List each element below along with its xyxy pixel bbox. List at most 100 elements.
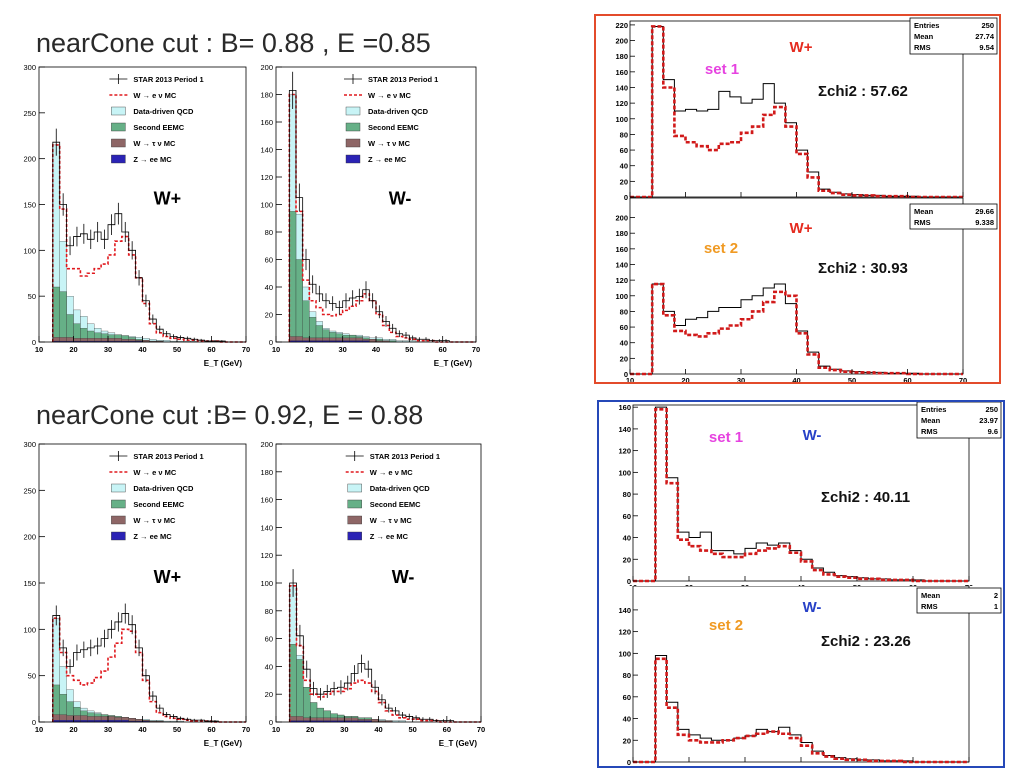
set-label: set 2 [709,617,743,634]
y-tick-label: 80 [265,228,273,237]
legend-marker-eemc [111,122,126,132]
y-tick-label: 140 [615,260,628,269]
x-tick-label: 70 [242,725,250,734]
y-tick-label: 120 [618,628,631,637]
y-tick-label: 0 [269,338,273,347]
x-tick-label: 60 [443,725,451,734]
bar-tau [371,719,379,723]
y-tick-label: 120 [260,173,273,182]
stats-value-rms: 9.54 [979,43,994,52]
x-tick-label: 10 [35,725,43,734]
y-tick-label: 0 [32,338,36,347]
y-tick-label: 60 [265,635,273,644]
x-tick-label: 30 [737,376,745,382]
plot-frame [629,197,964,375]
y-tick-label: 80 [620,307,628,316]
y-tick-label: 300 [23,440,36,449]
stats-key-mean: Mean [914,207,934,216]
stats-key-mean: Mean [921,591,941,600]
y-tick-label: 20 [623,555,631,564]
legend-label-tau: W → τ ν MC [370,516,413,525]
x-tick-label: 40 [792,376,800,382]
charge-label: W+ [790,39,813,56]
panel-bottom-wminus: 0 20 40 60 80 100 120 140 160 180 200 10 20 30 40 50 60 7… [255,436,490,756]
stats-key-rms: RMS [921,602,938,611]
legend-marker-qcd [111,106,126,116]
y-tick-label: 180 [615,229,628,238]
y-tick-label: 100 [260,201,273,210]
x-tick-label: 70 [965,764,973,766]
stats-key-rms: RMS [914,218,931,227]
x-tick-label: 40 [372,345,380,354]
x-tick-label: 50 [173,725,181,734]
chart-wplus-set1: 0204060801001201401601802002201020304050… [615,17,998,208]
y-tick-label: 60 [623,693,631,702]
y-tick-label: 20 [620,354,628,363]
legend-marker-tau [345,138,361,148]
y-tick-label: 100 [615,115,628,124]
x-tick-label: 20 [681,376,689,382]
x-tick-label: 60 [909,764,917,766]
y-tick-label: 180 [260,91,273,100]
y-tick-label: 250 [23,109,36,118]
panel-wplus-set1: 0204060801001201401601802002201020304050… [596,16,999,208]
x-tick-label: 20 [306,725,314,734]
legend-label-mc: W → e ν MC [368,91,412,100]
stats-value-mean: 23.97 [979,416,998,425]
y-tick-label: 100 [23,246,36,255]
x-tick-label: 50 [853,764,861,766]
chart-top-wplus: 0 50 100 150 200 250 300 10 20 30 40 50 60 70 E_T (GeV… [23,63,250,368]
y-tick-label: 160 [260,496,273,505]
series-star-data [52,141,246,343]
x-axis-label: E_T (GeV) [434,359,473,368]
series-set-b [630,282,963,376]
y-tick-label: 0 [624,370,628,379]
y-tick-label: 140 [618,425,631,434]
series-set-b [630,25,963,199]
legend-marker-eemc [345,122,361,132]
stats-value-entries: 250 [985,405,998,414]
x-axis-label: E_T (GeV) [439,739,478,748]
frame-wplus-comparison [594,14,1001,384]
y-tick-label: 60 [620,323,628,332]
bar-eemc [296,659,304,723]
chi2-label: Σchi2 : 40.11 [821,489,910,506]
y-tick-label: 50 [28,292,36,301]
stats-key-entries: Entries [914,21,939,30]
set-label: set 2 [704,240,738,257]
y-tick-label: 200 [23,533,36,542]
chart-top-wminus: 0 20 40 60 80 100 120 140 160 180 200 10 20 30 40 50 60 7… [260,63,480,368]
y-tick-label: 0 [269,718,273,727]
set-label: set 1 [709,429,743,446]
y-tick-label: 200 [615,37,628,46]
y-tick-label: 100 [618,649,631,658]
y-tick-label: 20 [265,690,273,699]
legend-label-mc: W → e ν MC [370,468,414,477]
y-tick-label: 80 [623,490,631,499]
y-tick-label: 300 [23,63,36,72]
x-tick-label: 60 [207,725,215,734]
legend-label-qcd: Data-driven QCD [368,107,429,116]
legend-label-qcd: Data-driven QCD [133,107,194,116]
charge-label: W+ [154,189,182,209]
charge-label: W- [392,567,415,587]
series-star-data [52,613,246,723]
bar-eemc [302,300,310,343]
bar-tau [369,339,377,343]
x-tick-label: 40 [374,725,382,734]
frame-wminus-comparison [597,400,1005,768]
legend-label-eemc: Second EEMC [370,500,421,509]
charge-label: W- [389,189,412,209]
x-tick-label: 40 [797,764,805,766]
legend-label-zee: Z → ee MC [370,532,409,541]
x-tick-label: 40 [138,725,146,734]
stats-box [916,587,1002,614]
legend-label-mc: W → e ν MC [133,468,177,477]
legend-label-mc: W → e ν MC [133,91,177,100]
y-tick-label: 100 [260,579,273,588]
y-tick-label: 150 [23,201,36,210]
y-tick-label: 160 [615,245,628,254]
y-tick-label: 40 [265,283,273,292]
x-tick-label: 30 [104,725,112,734]
y-tick-label: 140 [260,523,273,532]
